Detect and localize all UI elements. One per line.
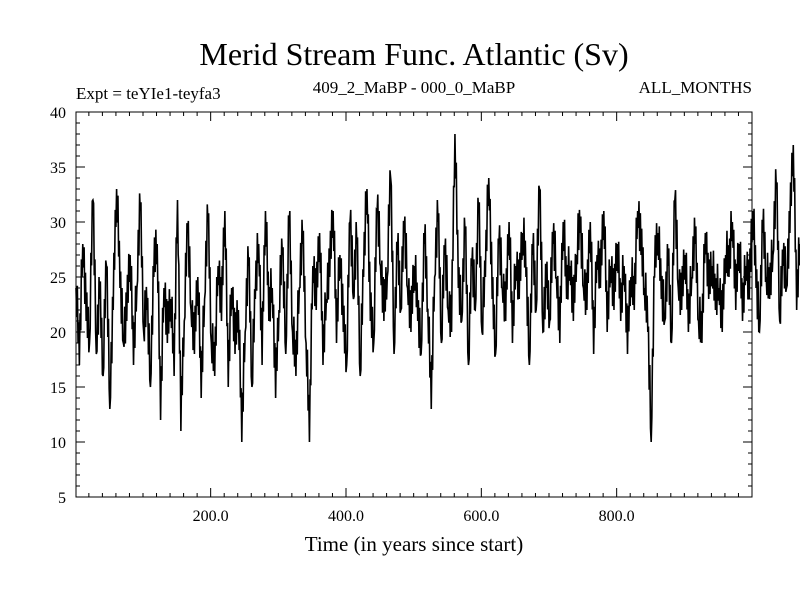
plot-area: 200.0 400.0 600.0 800.0 5 10 15 20 25 30 35 40 bbox=[50, 105, 800, 525]
y-tick-label: 40 bbox=[50, 105, 66, 122]
x-axis-label: Time (in years since start) bbox=[305, 532, 524, 556]
series-line bbox=[75, 133, 800, 443]
chart-subtitle-period: 409_2_MaBP - 000_0_MaBP bbox=[313, 78, 515, 97]
x-tick-label: 200.0 bbox=[193, 508, 229, 525]
y-tick-label: 25 bbox=[50, 270, 66, 287]
x-tick-label: 800.0 bbox=[599, 508, 635, 525]
y-tick-label: 15 bbox=[50, 380, 66, 397]
x-tick-label: 600.0 bbox=[463, 508, 499, 525]
y-tick-label: 10 bbox=[50, 435, 66, 452]
x-tick-label: 400.0 bbox=[328, 508, 364, 525]
y-tick-label: 30 bbox=[50, 215, 66, 232]
y-tick-label: 5 bbox=[58, 490, 66, 507]
chart-subtitle-months: ALL_MONTHS bbox=[639, 78, 752, 97]
chart-subtitle-expt: Expt = teYIe1-teyfa3 bbox=[76, 84, 221, 103]
chart-title: Merid Stream Func. Atlantic (Sv) bbox=[199, 36, 628, 72]
y-tick-label: 20 bbox=[50, 325, 66, 342]
y-tick-label: 35 bbox=[50, 160, 66, 177]
